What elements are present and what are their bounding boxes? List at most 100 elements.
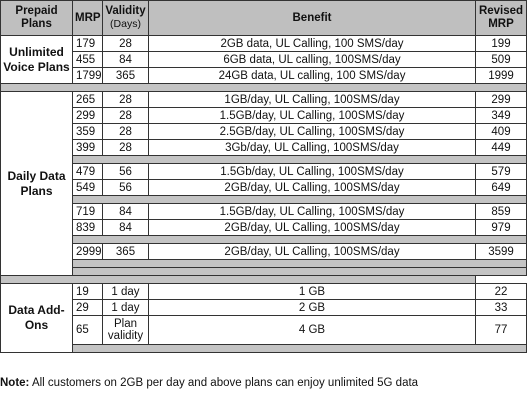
- cell-benefit: 1.5Gb/day, UL Calling, 100SMS/day: [148, 163, 476, 180]
- cell-mrp: 19: [72, 283, 103, 300]
- header-validity-unit: (Days): [110, 18, 141, 30]
- cell-benefit: 3Gb/day, UL Calling, 100SMS/day: [148, 139, 476, 156]
- table-row: Daily Data Plans 265 28 1GB/day, UL Call…: [0, 91, 527, 276]
- cell-revised: 979: [475, 219, 527, 236]
- cell-benefit: 2GB/day, UL Calling, 100SMS/day: [148, 219, 476, 236]
- separator-cell: [0, 83, 527, 92]
- separator-row: [1, 267, 527, 276]
- cell-validity: 1 day: [102, 283, 149, 300]
- cell-validity: 28: [102, 139, 149, 156]
- cell-mrp: 29: [72, 299, 103, 316]
- table-row: 359 28 2.5GB/day, UL Calling, 100SMS/day…: [1, 123, 527, 140]
- separator-cell: [0, 275, 476, 284]
- cell-mrp: 549: [72, 179, 103, 196]
- cell-revised: 859: [475, 203, 527, 220]
- cell-revised: 509: [475, 51, 527, 68]
- cell-validity: 365: [102, 243, 149, 260]
- separator-row: [1, 155, 527, 164]
- cell-mrp: 839: [72, 219, 103, 236]
- cell-benefit: 2.5GB/day, UL Calling, 100SMS/day: [148, 123, 476, 140]
- cell-mrp: 265: [72, 91, 103, 108]
- table-row: 299 28 1.5GB/day, UL Calling, 100SMS/day…: [1, 107, 527, 124]
- cell-revised: 33: [475, 299, 527, 316]
- separator-row: [1, 235, 527, 244]
- separator-cell: [72, 235, 527, 244]
- cell-validity: 28: [102, 35, 149, 52]
- cell-mrp: 299: [72, 107, 103, 124]
- cell-benefit: 2GB/day, UL Calling, 100SMS/day: [148, 179, 476, 196]
- cell-revised: 649: [475, 179, 527, 196]
- cell-benefit: 24GB data, UL calling, 100 SMS/day: [148, 67, 476, 84]
- separator-cell: [72, 344, 527, 353]
- cell-benefit: 2GB data, UL Calling, 100 SMS/day: [148, 35, 476, 52]
- header-revised: Revised MRP: [475, 0, 527, 36]
- category-addons: Data Add-Ons: [0, 283, 73, 353]
- footnote-text: All customers on 2GB per day and above p…: [31, 377, 419, 389]
- cell-mrp: 479: [72, 163, 103, 180]
- table-row: 719 84 1.5GB/day, UL Calling, 100SMS/day…: [1, 203, 527, 220]
- cell-benefit: 2 GB: [148, 299, 476, 316]
- cell-mrp: 1799: [72, 67, 103, 84]
- header-validity: Validity (Days): [102, 0, 149, 36]
- header-row: Prepaid Plans MRP Validity (Days) Benefit…: [0, 0, 527, 36]
- cell-mrp: 719: [72, 203, 103, 220]
- cell-benefit: 4 GB: [148, 315, 476, 345]
- separator-cell: [72, 195, 527, 204]
- cell-revised: 77: [475, 315, 527, 345]
- table-row: 839 84 2GB/day, UL Calling, 100SMS/day 9…: [1, 219, 527, 236]
- table-row: Unlimited Voice Plans 179 28 2GB data, U…: [0, 35, 527, 84]
- header-mrp: MRP: [72, 0, 103, 36]
- cell-mrp: 179: [72, 35, 103, 52]
- cell-validity: 28: [102, 107, 149, 124]
- cell-benefit: 1GB/day, UL Calling, 100SMS/day: [148, 91, 476, 108]
- cell-validity: 28: [102, 123, 149, 140]
- cell-mrp: 65: [72, 315, 103, 345]
- table-row: 29 1 day 2 GB 33: [1, 299, 527, 316]
- cell-validity: 84: [102, 219, 149, 236]
- cell-revised: 579: [475, 163, 527, 180]
- cell-validity: 365: [102, 67, 149, 84]
- cell-mrp: 2999: [72, 243, 103, 260]
- separator-cell: [72, 155, 527, 164]
- cell-benefit: 1.5GB/day, UL Calling, 100SMS/day: [148, 203, 476, 220]
- cell-benefit: 2GB/day, UL Calling, 100SMS/day: [148, 243, 476, 260]
- cell-mrp: 359: [72, 123, 103, 140]
- cell-mrp: 399: [72, 139, 103, 156]
- cell-benefit: 6GB data, UL calling, 100SMS/day: [148, 51, 476, 68]
- cell-benefit: 1.5GB/day, UL Calling, 100SMS/day: [148, 107, 476, 124]
- separator-row: [1, 259, 527, 268]
- cell-revised: 199: [475, 35, 527, 52]
- header-benefit: Benefit: [148, 0, 476, 36]
- cell-validity: 84: [102, 203, 149, 220]
- cell-mrp: 455: [72, 51, 103, 68]
- cell-validity: 56: [102, 179, 149, 196]
- table-row: 479 56 1.5Gb/day, UL Calling, 100SMS/day…: [1, 163, 527, 180]
- separator-row: [1, 195, 527, 204]
- cell-revised: 1999: [475, 67, 527, 84]
- cell-revised: 349: [475, 107, 527, 124]
- footnote: Note: All customers on 2GB per day and a…: [0, 377, 418, 389]
- category-unlimited: Unlimited Voice Plans: [0, 35, 73, 84]
- header-plans: Prepaid Plans: [0, 0, 73, 36]
- cell-revised: 22: [475, 283, 527, 300]
- table-row: Data Add-Ons 19 1 day 1 GB 22: [0, 283, 527, 353]
- cell-validity: 28: [102, 91, 149, 108]
- category-daily: Daily Data Plans: [0, 91, 73, 276]
- cell-benefit: 1 GB: [148, 283, 476, 300]
- separator-row: [1, 344, 527, 353]
- table-row: 399 28 3Gb/day, UL Calling, 100SMS/day 4…: [1, 139, 527, 156]
- header-validity-label: Validity: [105, 5, 146, 17]
- table-row: 1799 365 24GB data, UL calling, 100 SMS/…: [1, 67, 527, 84]
- cell-validity: 84: [102, 51, 149, 68]
- plans-table: Prepaid Plans MRP Validity (Days) Benefit…: [0, 0, 527, 353]
- cell-revised: 449: [475, 139, 527, 156]
- cell-validity: 1 day: [102, 299, 149, 316]
- separator-cell: [72, 267, 527, 276]
- table-row: 549 56 2GB/day, UL Calling, 100SMS/day 6…: [1, 179, 527, 196]
- footnote-label: Note:: [0, 377, 30, 389]
- cell-revised: 3599: [475, 243, 527, 260]
- separator-row: [0, 83, 527, 92]
- cell-revised: 409: [475, 123, 527, 140]
- separator-row: [0, 275, 527, 284]
- cell-validity: 56: [102, 163, 149, 180]
